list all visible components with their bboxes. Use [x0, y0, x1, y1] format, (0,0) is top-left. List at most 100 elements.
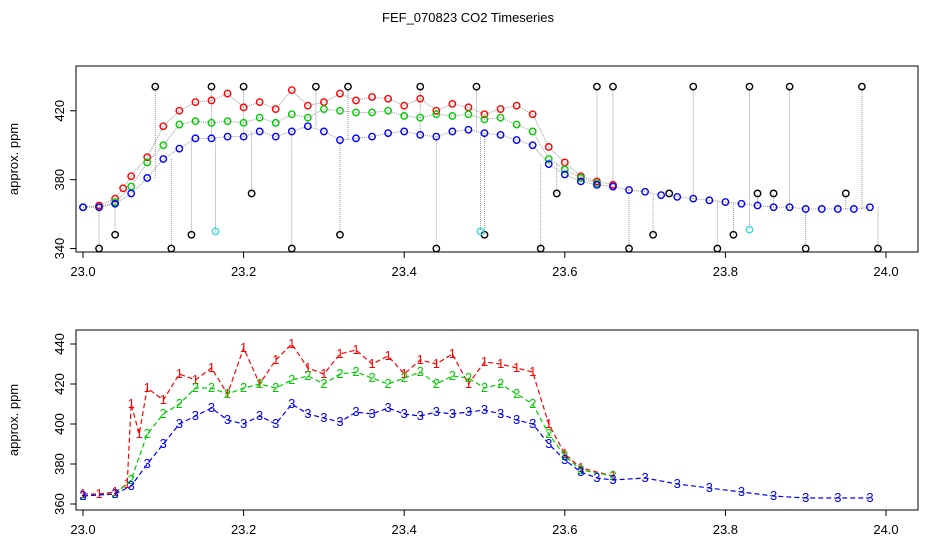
point-blue	[721, 198, 730, 206]
y-tick-label: 380	[52, 453, 67, 475]
point-label-3: 3	[192, 408, 199, 423]
point-black	[167, 244, 176, 253]
point-label-3: 3	[481, 402, 488, 417]
series-connector-green	[83, 108, 598, 208]
point-blue	[657, 191, 666, 200]
series-connector-red	[82, 89, 614, 208]
point-blue	[705, 196, 714, 205]
point-label-3: 3	[320, 410, 327, 425]
series-line-1	[83, 343, 614, 495]
y-tick-label: 440	[52, 333, 67, 355]
point-label-3: 3	[385, 400, 392, 415]
point-green	[207, 118, 216, 127]
point-blue	[448, 127, 457, 136]
point-label-2: 2	[465, 370, 472, 385]
point-blue	[593, 180, 601, 189]
point-black	[649, 230, 658, 239]
point-red	[239, 103, 248, 112]
point-blue	[785, 203, 794, 212]
point-green	[271, 118, 280, 127]
point-blue	[159, 155, 168, 163]
point-label-1: 1	[192, 372, 199, 387]
point-blue	[111, 199, 120, 208]
point-blue	[817, 205, 826, 213]
point-label-3: 3	[609, 472, 616, 487]
point-label-3: 3	[368, 406, 375, 421]
point-label-3: 3	[529, 416, 536, 431]
point-label-3: 3	[336, 414, 343, 429]
point-blue	[625, 186, 633, 194]
y-tick-label: 340	[52, 238, 67, 260]
point-blue	[255, 127, 264, 136]
point-blue	[239, 132, 248, 141]
point-blue	[849, 205, 858, 213]
x-tick-label: 23.0	[70, 264, 95, 279]
point-red	[111, 194, 120, 203]
point-label-3: 3	[577, 464, 584, 479]
point-blue	[432, 132, 441, 141]
point-label-2: 2	[128, 472, 135, 487]
point-label-2: 2	[497, 376, 504, 391]
point-label-1: 1	[513, 360, 520, 375]
x-tick-label: 23.0	[70, 522, 95, 537]
point-black	[344, 82, 352, 91]
point-red	[127, 172, 136, 181]
x-tick-label: 23.6	[552, 264, 577, 279]
point-black	[287, 244, 296, 253]
point-label-1: 1	[160, 392, 167, 407]
point-blue	[175, 144, 184, 153]
point-green	[416, 113, 425, 122]
point-label-1: 1	[95, 486, 102, 501]
point-green	[175, 120, 184, 129]
point-red	[303, 101, 312, 110]
point-green	[464, 110, 473, 119]
point-blue	[79, 203, 87, 212]
point-label-3: 3	[401, 406, 408, 421]
point-label-3: 3	[272, 416, 279, 431]
point-black	[841, 189, 850, 198]
point-label-1: 1	[208, 360, 215, 375]
point-label-1: 1	[401, 366, 408, 381]
point-green	[319, 105, 328, 113]
point-blue	[143, 174, 152, 182]
x-tick-label: 23.8	[713, 264, 738, 279]
point-red	[528, 110, 537, 119]
point-label-3: 3	[593, 470, 600, 485]
point-label-3: 3	[802, 490, 809, 505]
point-black	[239, 82, 248, 91]
point-red	[464, 103, 473, 112]
point-label-2: 2	[304, 368, 311, 383]
point-blue	[753, 201, 762, 210]
point-red	[223, 89, 232, 98]
point-green	[223, 117, 232, 126]
y-tick-label: 400	[52, 413, 67, 435]
point-label-2: 2	[449, 368, 456, 383]
point-red	[432, 106, 441, 115]
point-green	[400, 112, 409, 120]
point-black	[111, 230, 120, 239]
point-label-2: 2	[401, 370, 408, 385]
point-blue	[673, 192, 682, 201]
point-label-2: 2	[256, 376, 263, 391]
point-green	[143, 158, 152, 167]
plot-frame	[75, 329, 919, 511]
point-black	[745, 82, 754, 91]
point-red	[400, 101, 409, 110]
point-blue	[271, 132, 280, 141]
point-label-2: 2	[336, 366, 343, 381]
point-green	[480, 115, 489, 124]
point-label-2: 2	[529, 396, 536, 411]
point-green	[512, 120, 521, 129]
point-label-2: 2	[272, 380, 279, 395]
point-label-1: 1	[336, 346, 343, 361]
point-red	[336, 89, 344, 98]
y-tick-label: 380	[52, 169, 67, 191]
point-label-3: 3	[770, 488, 777, 503]
point-black	[311, 82, 320, 91]
point-label-3: 3	[433, 404, 440, 419]
point-green	[127, 182, 136, 191]
y-tick-label: 420	[52, 373, 67, 395]
point-label-2: 2	[385, 376, 392, 391]
point-label-2: 2	[352, 364, 359, 379]
